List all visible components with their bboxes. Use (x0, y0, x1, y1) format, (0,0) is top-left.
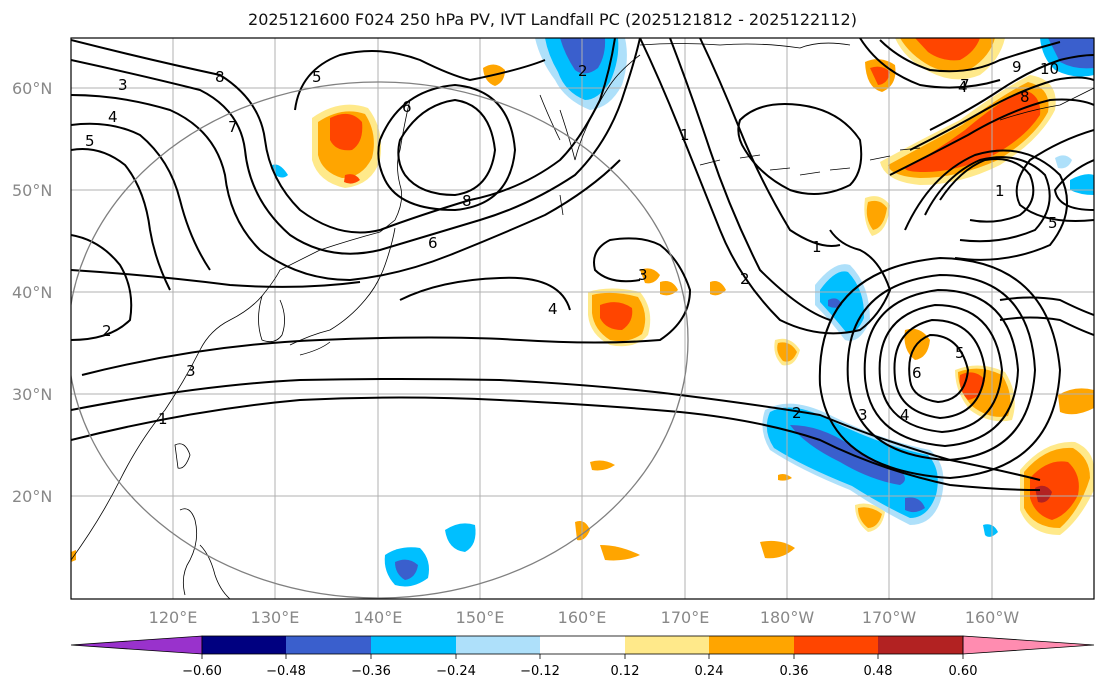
contour-label: 4 (900, 406, 910, 424)
lon-label: 120°E (149, 608, 198, 627)
lon-label: 160°W (965, 608, 1020, 627)
colorbar-tick-label: −0.48 (266, 664, 306, 679)
contour-label: 1 (812, 238, 822, 256)
colorbar-tick-label: 0.60 (949, 664, 978, 679)
colorbar-tick-label: 0.36 (780, 664, 809, 679)
contour-label: 3 (638, 266, 648, 284)
contour-label: 10 (1040, 60, 1059, 78)
lat-label: 40°N (12, 283, 52, 302)
pv-contours (71, 38, 1094, 491)
contour-label: 5 (312, 68, 322, 86)
contour-label: 3 (858, 406, 868, 424)
contour-label: 8 (215, 68, 225, 86)
coastlines (71, 42, 1094, 599)
contour-label: 6 (912, 364, 922, 382)
colorbar-tick-label: 0.48 (864, 664, 893, 679)
lon-label: 170°E (661, 608, 710, 627)
map-frame (70, 37, 1095, 600)
contour-label: 9 (1012, 58, 1022, 76)
contour-label: 2 (578, 62, 588, 80)
contour-labels: 3 4 5 7 8 5 6 8 6 4 3 1 2 3 2 1 2 1 2 3 … (85, 58, 1059, 428)
contour-label: 1 (995, 182, 1005, 200)
contour-label: 1 (680, 126, 690, 144)
lon-label: 150°E (456, 608, 505, 627)
colorbar-extend-high (962, 635, 1095, 655)
colorbar-tick-label: 0.12 (611, 664, 640, 679)
lat-label: 60°N (12, 79, 52, 98)
latitude-labels: 60°N 50°N 40°N 30°N 20°N (12, 79, 52, 506)
lat-label: 20°N (12, 487, 52, 506)
contour-label: 4 (108, 108, 118, 126)
colorbar-outline (201, 635, 964, 655)
lon-label: 160°E (558, 608, 607, 627)
contour-label: 5 (85, 132, 95, 150)
lat-label: 30°N (12, 385, 52, 404)
contour-label: 4 (958, 78, 968, 96)
lon-label: 130°E (251, 608, 300, 627)
contour-label: 5 (955, 344, 965, 362)
lat-label: 50°N (12, 181, 52, 200)
colorbar-swatch (709, 636, 794, 654)
contour-label: 1 (158, 410, 168, 428)
contour-label: 2 (102, 322, 112, 340)
colorbar-swatch (878, 636, 963, 654)
colorbar-swatch (540, 636, 625, 654)
radius-circle (71, 81, 689, 599)
colorbar-swatch (456, 636, 540, 654)
contour-label: 8 (1020, 88, 1030, 106)
lon-label: 170°W (862, 608, 917, 627)
lon-label: 140°E (354, 608, 403, 627)
contour-label: 3 (118, 76, 128, 94)
map-title: 2025121600 F024 250 hPa PV, IVT Landfall… (248, 10, 857, 29)
colorbar-tick-label: −0.60 (182, 664, 222, 679)
colorbar-tick-label: −0.36 (351, 664, 391, 679)
colorbar-swatch (625, 636, 709, 654)
contour-label: 5 (1048, 214, 1058, 232)
longitude-labels: 120°E 130°E 140°E 150°E 160°E 170°E 180°… (149, 608, 1020, 627)
colorbar-swatch (371, 636, 456, 654)
contour-label: 8 (462, 192, 472, 210)
colorbar-swatch (794, 636, 878, 654)
colorbar-tick-label: −0.24 (436, 664, 476, 679)
contour-label: 6 (428, 234, 438, 252)
contour-label: 2 (792, 404, 802, 422)
contour-label: 7 (228, 118, 238, 136)
contour-label: 4 (548, 300, 558, 318)
contour-label: 7 (960, 76, 970, 94)
contour-label: 6 (402, 98, 412, 116)
contour-label: 2 (740, 270, 750, 288)
contour-label: 3 (186, 362, 196, 380)
colorbar-swatch (286, 636, 371, 654)
pv-anomaly-shading (71, 38, 1094, 587)
colorbar-tick-label: 0.24 (695, 664, 724, 679)
colorbar-extend-low (70, 635, 203, 655)
lon-label: 180°W (760, 608, 815, 627)
colorbar-swatch (202, 636, 286, 654)
colorbar-tick-label: −0.12 (520, 664, 560, 679)
colorbar: −0.60 −0.48 −0.36 −0.24 −0.12 0.12 0.24 … (70, 635, 1095, 679)
